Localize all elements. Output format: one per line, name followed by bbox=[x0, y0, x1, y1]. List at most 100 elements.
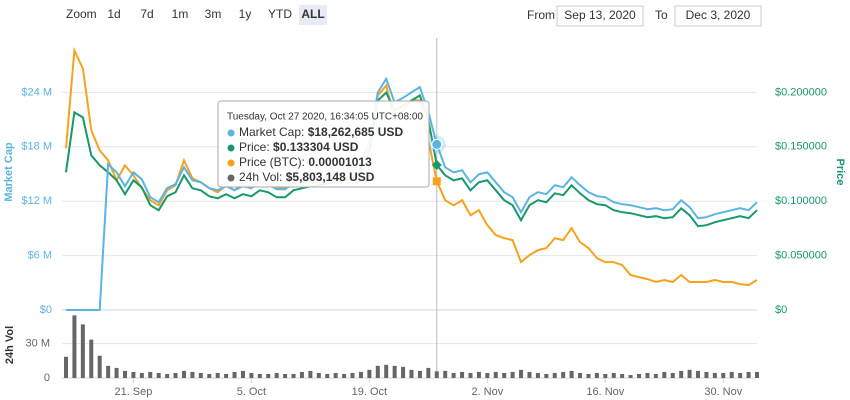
vol-bar bbox=[670, 372, 675, 378]
vol-bar bbox=[139, 372, 144, 378]
y-tick-label: $6 M bbox=[28, 250, 52, 262]
tooltip-box bbox=[217, 100, 430, 188]
vol-bar bbox=[696, 370, 701, 378]
x-tick-label: 19. Oct bbox=[352, 386, 387, 398]
to-input[interactable] bbox=[674, 5, 762, 27]
zoom-button[interactable]: 7d bbox=[140, 7, 153, 21]
vol-bar bbox=[283, 373, 288, 378]
vol-bar bbox=[114, 367, 119, 378]
zoom-button[interactable]: ALL bbox=[301, 7, 324, 21]
vol-bar bbox=[755, 371, 759, 378]
tooltip-bullet bbox=[227, 174, 235, 182]
vol-bar bbox=[738, 372, 743, 378]
vol-bar bbox=[586, 373, 591, 378]
vol-bar bbox=[460, 371, 465, 378]
to-label: To bbox=[655, 8, 668, 22]
vol-bar bbox=[401, 366, 406, 378]
y-tick-label: $12 M bbox=[21, 195, 52, 207]
vol-bar bbox=[156, 372, 161, 378]
tooltip-label: 24h Vol: bbox=[239, 170, 282, 184]
tooltip-row: Price (BTC): 0.00001013 bbox=[239, 155, 372, 169]
vol-bar bbox=[510, 371, 515, 378]
vol-bar bbox=[80, 324, 85, 378]
vol-bar bbox=[451, 372, 456, 378]
y-tick-label: $0 bbox=[40, 304, 52, 316]
tooltip-label: Price: bbox=[239, 140, 270, 154]
vol-bar bbox=[468, 372, 473, 378]
vol-bar bbox=[249, 372, 254, 378]
vol-bar bbox=[712, 372, 717, 378]
vol-bar bbox=[687, 369, 692, 378]
vol-bar bbox=[173, 372, 178, 378]
vol-bar bbox=[721, 372, 726, 378]
vol-bar bbox=[257, 373, 262, 378]
vol-bar bbox=[291, 373, 296, 378]
to-value[interactable]: Dec 3, 2020 bbox=[686, 8, 751, 22]
vol-bar bbox=[476, 371, 481, 378]
tooltip-row: Price: $0.133304 USD bbox=[239, 140, 359, 154]
vol-bar bbox=[207, 373, 212, 378]
vol-bar bbox=[552, 372, 557, 378]
zoom-button[interactable]: 3m bbox=[205, 7, 222, 21]
zoom-button[interactable]: 1y bbox=[239, 7, 252, 21]
vol-bar bbox=[190, 371, 195, 378]
x-tick-label: 30. Nov bbox=[704, 386, 742, 398]
vol-bar bbox=[181, 370, 186, 378]
vol-bar bbox=[628, 375, 633, 378]
x-tick-label: 16. Nov bbox=[586, 386, 624, 398]
vol-bar bbox=[266, 373, 271, 378]
vol-bar bbox=[620, 373, 625, 378]
from-input[interactable] bbox=[556, 5, 644, 27]
vol-bar bbox=[342, 373, 347, 378]
vol-bar bbox=[645, 372, 650, 378]
vol-bar bbox=[485, 372, 490, 378]
vol-bar bbox=[308, 370, 313, 378]
vol-bar bbox=[316, 372, 321, 378]
vol-bar bbox=[535, 372, 540, 378]
tooltip-bullet bbox=[227, 129, 235, 137]
vol-bar bbox=[384, 364, 389, 378]
vol-bar bbox=[493, 371, 498, 378]
y2-tick-label: $0.050000 bbox=[775, 250, 827, 262]
hover-marker bbox=[431, 159, 442, 170]
y-axis-title: Market Cap bbox=[3, 142, 15, 202]
vol-bar bbox=[106, 365, 111, 378]
vol-bar bbox=[165, 373, 170, 378]
line-series bbox=[66, 76, 758, 311]
vol-bar bbox=[325, 373, 330, 378]
tooltip-title: Tuesday, Oct 27 2020, 16:34:05 UTC+08:00 bbox=[227, 112, 423, 123]
vol-bar bbox=[519, 369, 524, 378]
vol-bar bbox=[367, 369, 372, 378]
zoom-label: Zoom bbox=[66, 7, 97, 21]
zoom-button[interactable]: 1d bbox=[107, 7, 120, 21]
vol-bar bbox=[653, 373, 658, 378]
vol-bar bbox=[392, 365, 397, 378]
from-label: From bbox=[527, 8, 555, 22]
vol-bar bbox=[274, 372, 279, 378]
y-tick-label: $18 M bbox=[21, 141, 52, 153]
vol-bar bbox=[637, 373, 642, 378]
y2-axis-title: Price bbox=[834, 159, 846, 186]
tooltip-label: Price (BTC): bbox=[239, 155, 305, 169]
zoom-button[interactable]: YTD bbox=[268, 7, 292, 21]
vol-tick-label: 30 M bbox=[26, 338, 50, 350]
vol-bar bbox=[611, 372, 616, 378]
hover-marker bbox=[432, 177, 441, 186]
vol-bar bbox=[426, 367, 431, 378]
hover-marker bbox=[431, 138, 443, 150]
vol-bar bbox=[224, 373, 229, 378]
tooltip: Tuesday, Oct 27 2020, 16:34:05 UTC+08:00… bbox=[217, 100, 430, 188]
zoom-button-bg[interactable] bbox=[299, 5, 327, 25]
y-tick-label: $24 M bbox=[21, 86, 52, 98]
from-value[interactable]: Sep 13, 2020 bbox=[564, 8, 636, 22]
vol-axis-title: 24h Vol bbox=[4, 326, 16, 364]
vol-bar bbox=[64, 356, 68, 378]
vol-bar bbox=[375, 365, 380, 378]
tooltip-bullet bbox=[227, 144, 235, 152]
vol-bar bbox=[544, 373, 549, 378]
vol-bar bbox=[746, 371, 751, 378]
vol-bar bbox=[240, 370, 245, 378]
zoom-button[interactable]: 1m bbox=[172, 7, 189, 21]
